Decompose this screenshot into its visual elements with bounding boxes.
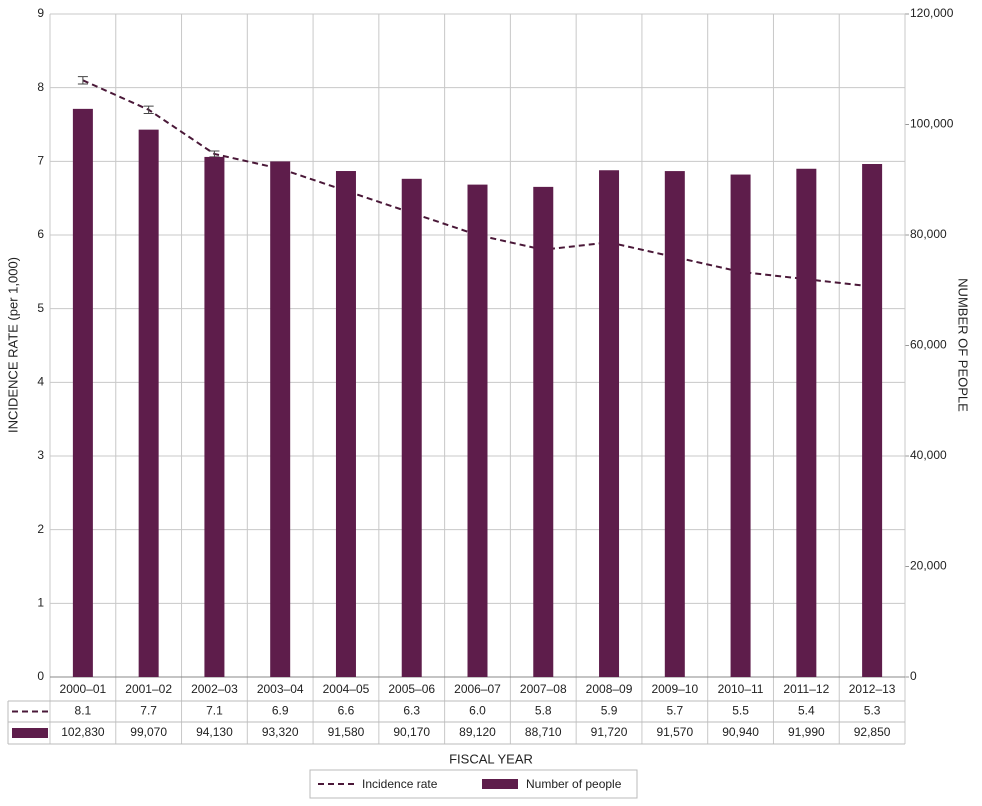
legend-label: Number of people xyxy=(526,777,622,791)
table-cell: 6.0 xyxy=(469,704,486,718)
y-tick-label: 4 xyxy=(37,375,44,389)
bar xyxy=(270,161,291,678)
bar xyxy=(796,168,817,677)
x-tick-label: 2012–13 xyxy=(849,682,896,696)
bar xyxy=(862,164,883,677)
table-cell: 91,720 xyxy=(591,725,628,739)
table-cell: 91,990 xyxy=(788,725,825,739)
legend-label: Incidence rate xyxy=(362,777,438,791)
bar xyxy=(599,170,620,677)
y-tick-label: 6 xyxy=(37,227,44,241)
y-tick-label: 9 xyxy=(37,6,44,20)
error-bar xyxy=(77,76,88,85)
y-tick-label: 5 xyxy=(37,301,44,315)
x-tick-label: 2007–08 xyxy=(520,682,567,696)
bar xyxy=(467,184,488,677)
y2-tick-label: 60,000 xyxy=(910,338,947,352)
x-tick-label: 2005–06 xyxy=(388,682,435,696)
y2-tick-label: 40,000 xyxy=(910,448,947,462)
y-axis-title: INCIDENCE RATE (per 1,000) xyxy=(5,257,20,433)
table-cell: 99,070 xyxy=(130,725,167,739)
table-cell: 5.8 xyxy=(535,704,552,718)
bar xyxy=(533,186,554,677)
x-tick-label: 2000–01 xyxy=(60,682,107,696)
y2-tick-label: 80,000 xyxy=(910,227,947,241)
y-tick-label: 1 xyxy=(37,596,44,610)
legend-box xyxy=(309,769,638,799)
table-cell: 91,580 xyxy=(328,725,365,739)
table-cell: 88,710 xyxy=(525,725,562,739)
legend-swatch xyxy=(482,779,518,789)
y-tick-label: 7 xyxy=(37,154,44,168)
bar xyxy=(664,171,685,677)
table-cell: 6.9 xyxy=(272,704,289,718)
error-bar xyxy=(143,105,154,114)
x-tick-label: 2004–05 xyxy=(323,682,370,696)
table-cell: 6.6 xyxy=(338,704,355,718)
y2-tick-label: 20,000 xyxy=(910,559,947,573)
y-tick-label: 0 xyxy=(37,669,44,683)
y2-tick-label: 120,000 xyxy=(910,6,954,20)
y2-tick-label: 0 xyxy=(910,669,917,683)
x-tick-label: 2008–09 xyxy=(586,682,633,696)
table-cell: 5.4 xyxy=(798,704,815,718)
table-cell: 93,320 xyxy=(262,725,299,739)
table-cell: 7.7 xyxy=(140,704,157,718)
bar xyxy=(730,174,751,677)
legend-swatch xyxy=(12,728,48,738)
y-tick-label: 3 xyxy=(37,448,44,462)
error-bar xyxy=(209,150,220,158)
table-cell: 6.3 xyxy=(403,704,420,718)
y2-tick-label: 100,000 xyxy=(910,117,954,131)
y2-axis-title: NUMBER OF PEOPLE xyxy=(956,278,971,412)
table-cell: 90,940 xyxy=(722,725,759,739)
x-tick-label: 2001–02 xyxy=(125,682,172,696)
table-cell: 5.5 xyxy=(732,704,749,718)
bar xyxy=(335,171,356,677)
x-tick-label: 2006–07 xyxy=(454,682,501,696)
x-tick-label: 2003–04 xyxy=(257,682,304,696)
x-tick-label: 2002–03 xyxy=(191,682,238,696)
table-cell: 5.7 xyxy=(666,704,683,718)
table-cell: 92,850 xyxy=(854,725,891,739)
table-cell: 90,170 xyxy=(393,725,430,739)
table-cell: 7.1 xyxy=(206,704,223,718)
bar xyxy=(138,129,159,677)
table-cell: 8.1 xyxy=(75,704,92,718)
x-tick-label: 2011–12 xyxy=(783,682,829,696)
table-cell: 5.9 xyxy=(601,704,618,718)
table-cell: 102,830 xyxy=(61,725,105,739)
bar xyxy=(401,178,422,678)
table-cell: 89,120 xyxy=(459,725,496,739)
table-cell: 5.3 xyxy=(864,704,881,718)
x-tick-label: 2009–10 xyxy=(651,682,698,696)
x-axis-title: FISCAL YEAR xyxy=(449,751,533,766)
x-tick-label: 2010–11 xyxy=(718,682,764,696)
table-cell: 94,130 xyxy=(196,725,233,739)
y-tick-label: 8 xyxy=(37,80,44,94)
bar xyxy=(204,156,225,677)
bar xyxy=(72,108,93,677)
table-cell: 91,570 xyxy=(656,725,693,739)
y-tick-label: 2 xyxy=(37,522,44,536)
